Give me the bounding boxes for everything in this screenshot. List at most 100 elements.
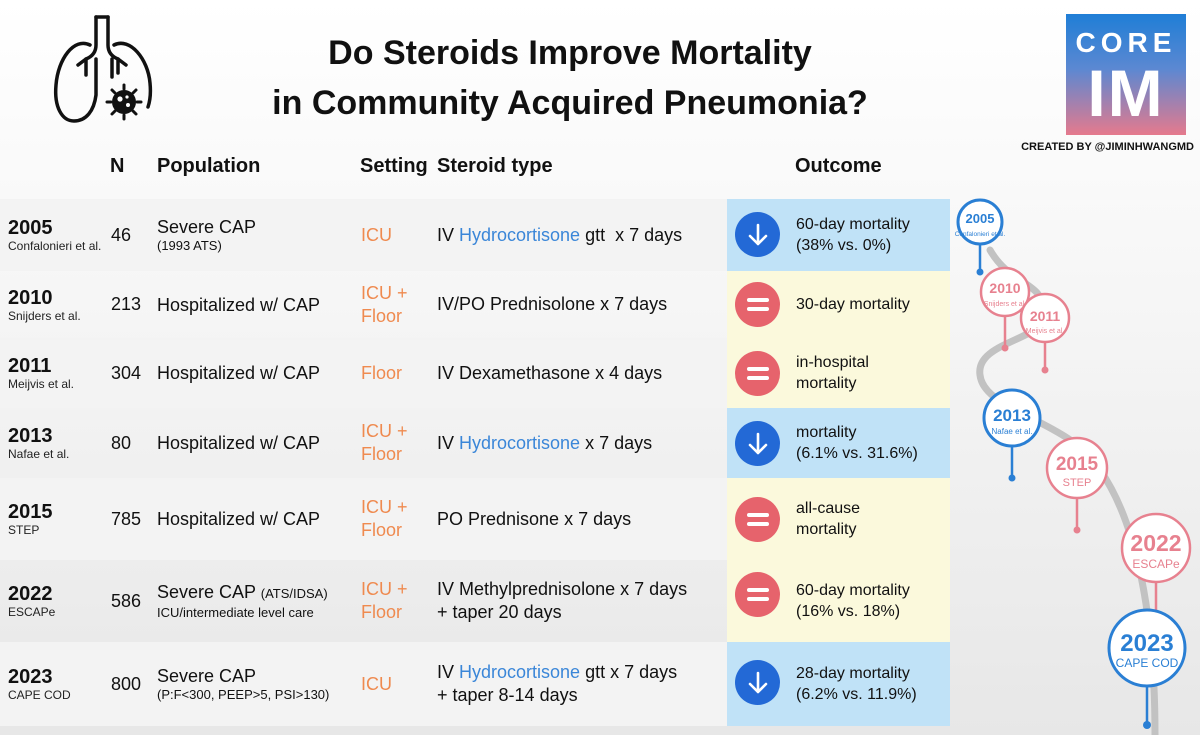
timeline: 2005 Confalonieri et al. 2010 Snijders e… <box>955 198 1192 735</box>
timeline-label: Nafae et al. <box>992 427 1033 436</box>
row-n: 213 <box>111 294 142 314</box>
row-population: Hospitalized w/ CAP <box>157 433 321 453</box>
outcome-detail: (6.1% vs. 31.6%) <box>796 445 918 462</box>
table-row: 2022 ESCAPe 586 Severe CAP (ATS/IDSA) ICU/… <box>0 560 950 642</box>
timeline-label: ESCAPe <box>1132 557 1180 571</box>
outcome-box: in-hospital mortality <box>727 338 950 408</box>
row-population: Hospitalized w/ CAP <box>157 363 321 383</box>
timeline-pin: 2005 Confalonieri et al. <box>955 198 1006 276</box>
row-year: 2023 <box>8 666 53 688</box>
table-row: 2005 Confalonieri et al. 46 Severe CAP (19… <box>0 199 950 271</box>
outcome-label: 60-day mortality <box>796 216 910 233</box>
row-year: 2005 <box>8 217 53 239</box>
row-setting: ICU + <box>361 497 408 517</box>
timeline-pin: 2013 Nafae et al. <box>982 388 1042 482</box>
row-population: Severe CAP <box>157 666 257 686</box>
row-author: Nafae et al. <box>8 447 70 461</box>
outcome-label: 30-day mortality <box>796 296 910 313</box>
equals-icon <box>735 497 780 542</box>
outcome-label: all-cause <box>796 500 861 517</box>
row-year: 2013 <box>8 425 53 447</box>
timeline-label: CAPE COD <box>1116 656 1179 670</box>
outcome-box: 28-day mortality (6.2% vs. 11.9%) <box>727 642 950 726</box>
outcome-box: 60-day mortality (38% vs. 0%) <box>727 199 950 271</box>
timeline-pin: 2022 ESCAPe <box>1120 512 1192 619</box>
timeline-label: Meijvis et al. <box>1026 328 1065 335</box>
row-year: 2010 <box>8 286 53 309</box>
row-author: Meijvis et al. <box>8 377 75 391</box>
timeline-pin: 2010 Snijders et al. <box>979 266 1031 352</box>
outcome-detail: mortality <box>796 521 857 538</box>
row-steroid: IV Hydrocortisone gtt x 7 days + taper 8-… <box>437 642 727 726</box>
outcome-box: mortality (6.1% vs. 31.6%) <box>727 408 950 478</box>
timeline-year: 2011 <box>1030 308 1061 324</box>
outcome-box: 60-day mortality (16% vs. 18%) <box>727 560 950 642</box>
row-author: CAPE COD <box>8 688 71 702</box>
row-steroid-taper: + taper 8-14 days <box>437 685 578 705</box>
row-author: Snijders et al. <box>8 308 81 323</box>
row-year: 2011 <box>8 355 52 377</box>
row-setting-2: Floor <box>361 444 403 464</box>
column-header-outcome: Outcome <box>795 155 882 177</box>
timeline-label: STEP <box>1063 477 1092 489</box>
column-header-n: N <box>110 155 125 177</box>
table-row: 2015 STEP 785 Hospitalized w/ CAP ICU + Fl… <box>0 478 950 560</box>
row-n: 304 <box>111 362 142 383</box>
table-row: 2023 CAPE COD 800 Severe CAP (P:F<300, PEE… <box>0 642 950 726</box>
outcome-detail: (16% vs. 18%) <box>796 603 901 620</box>
row-setting-2: Floor <box>361 520 403 540</box>
row-setting: ICU + <box>361 579 408 599</box>
row-steroid-taper: + taper 20 days <box>437 602 562 622</box>
row-n: 785 <box>111 508 142 529</box>
timeline-label: Snijders et al. <box>984 301 1026 308</box>
row-steroid: IV Hydrocortisone gtt x 7 days <box>437 224 683 245</box>
row-n: 46 <box>111 224 132 245</box>
row-population: Hospitalized w/ CAP <box>157 294 321 315</box>
timeline-pin: 2011 Meijvis et al. <box>1019 292 1071 374</box>
row-population: Hospitalized w/ CAP <box>157 509 321 529</box>
row-author: Confalonieri et al. <box>8 239 102 253</box>
row-population-detail: ICU/intermediate level care <box>157 605 314 620</box>
outcome-label: mortality <box>796 424 857 441</box>
row-steroid: PO Prednisone x 7 days <box>437 508 632 529</box>
down-arrow-icon <box>735 212 780 257</box>
table-row: 2013 Nafae et al. 80 Hospitalized w/ CAP … <box>0 408 950 478</box>
outcome-label: 28-day mortality <box>796 665 910 682</box>
row-population-criteria: (ATS/IDSA) <box>260 586 328 601</box>
down-arrow-icon <box>735 660 780 705</box>
outcome-detail: (38% vs. 0%) <box>796 237 892 254</box>
timeline-label: Confalonieri et al. <box>955 231 1006 238</box>
timeline-pin: 2023 CAPE COD <box>1107 608 1187 729</box>
row-year: 2015 <box>8 501 53 523</box>
row-author: ESCAPe <box>8 605 56 619</box>
column-header-population: Population <box>157 155 261 177</box>
row-steroid: IV Methylprednisolone x 7 days + taper 20… <box>437 560 727 642</box>
row-population: Severe CAP <box>157 217 257 237</box>
outcome-detail: (6.2% vs. 11.9%) <box>796 686 917 703</box>
row-population-detail: (P:F<300, PEEP>5, PSI>130) <box>157 687 330 702</box>
outcome-label: in-hospital <box>796 354 869 371</box>
logo-line-2: IM <box>1087 56 1165 130</box>
row-n: 80 <box>111 432 132 453</box>
row-setting-2: Floor <box>361 602 403 622</box>
equals-icon <box>735 572 780 617</box>
outcome-detail: mortality <box>796 375 857 392</box>
timeline-year: 2005 <box>966 211 995 226</box>
row-author: STEP <box>8 523 40 537</box>
down-arrow-icon <box>735 421 780 466</box>
title-line-2: in Community Acquired Pneumonia? <box>272 84 868 122</box>
table-row: 2011 Meijvis et al. 304 Hospitalized w/ C… <box>0 338 950 408</box>
title-line-1: Do Steroids Improve Mortality <box>328 34 812 72</box>
timeline-year: 2010 <box>989 280 1020 296</box>
outcome-label: 60-day mortality <box>796 582 910 599</box>
column-header-setting: Setting <box>360 155 428 177</box>
outcome-box: 30-day mortality <box>727 271 950 338</box>
row-steroid: IV/PO Prednisolone x 7 days <box>437 294 668 314</box>
timeline-year: 2023 <box>1120 630 1173 657</box>
row-setting: ICU <box>361 673 392 694</box>
timeline-year: 2015 <box>1056 454 1099 475</box>
row-setting: ICU + <box>361 421 408 441</box>
core-im-logo: CORE IM <box>1066 14 1186 135</box>
logo-line-1: CORE <box>1075 27 1177 58</box>
column-header-steroid: Steroid type <box>437 155 553 177</box>
